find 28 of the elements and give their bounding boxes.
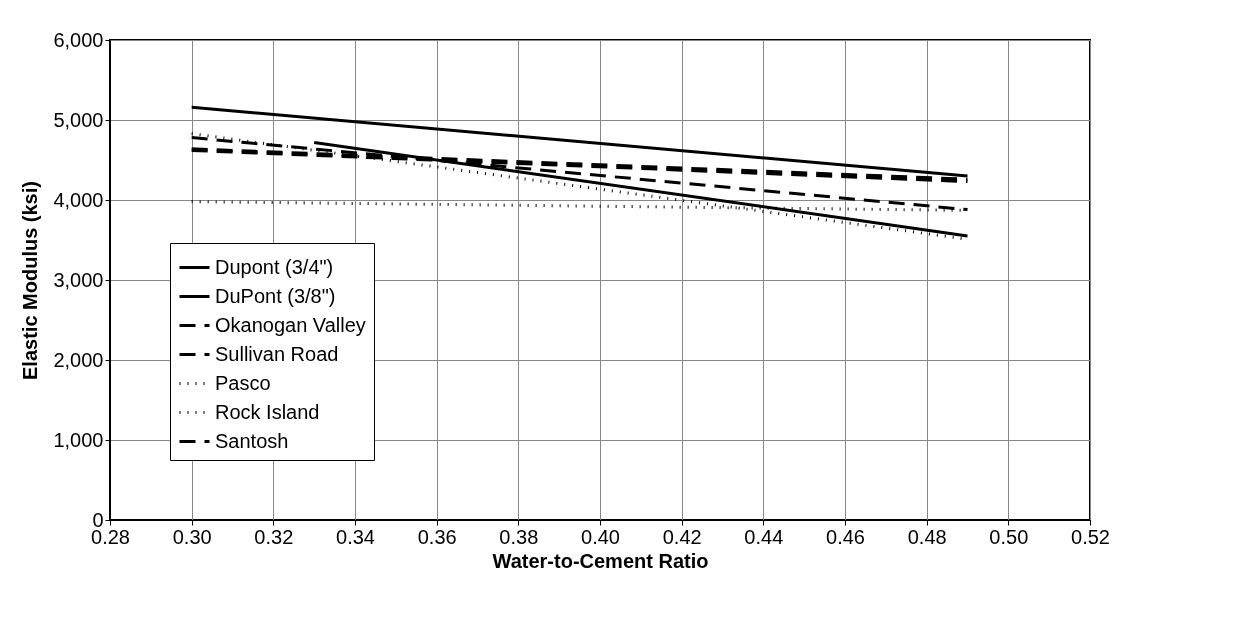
- y-tick-label: 0: [92, 508, 104, 531]
- legend-label: Okanogan Valley: [215, 313, 366, 336]
- legend-label: Pasco: [215, 371, 271, 394]
- legend-label: Rock Island: [215, 400, 320, 423]
- y-tick-label: 5,000: [53, 108, 104, 131]
- x-tick-label: 0.46: [826, 525, 865, 548]
- x-tick-label: 0.48: [907, 525, 947, 548]
- legend-label: Dupont (3/4"): [215, 255, 334, 278]
- x-tick-label: 0.36: [417, 525, 457, 548]
- legend-label: Santosh: [215, 429, 289, 452]
- x-tick-label: 0.30: [172, 525, 212, 548]
- x-tick-label: 0.50: [989, 525, 1029, 548]
- x-tick-label: 0.40: [581, 525, 620, 548]
- legend-label: Sullivan Road: [215, 342, 339, 365]
- x-axis-title: Water-to-Cement Ratio: [492, 549, 709, 572]
- y-tick-label: 6,000: [53, 28, 104, 51]
- x-tick-label: 0.44: [744, 525, 784, 548]
- y-tick-label: 4,000: [53, 188, 104, 211]
- x-tick-label: 0.34: [336, 525, 375, 548]
- legend-label: DuPont (3/8"): [215, 284, 336, 307]
- y-axis-title: Elastic Modulus (ksi): [19, 181, 42, 380]
- x-tick-label: 0.38: [499, 525, 539, 548]
- x-tick-label: 0.42: [662, 525, 702, 548]
- y-tick-label: 2,000: [53, 348, 104, 371]
- x-tick-label: 0.52: [1071, 525, 1110, 548]
- y-tick-label: 1,000: [53, 428, 104, 451]
- x-tick-label: 0.32: [254, 525, 294, 548]
- y-tick-label: 3,000: [53, 268, 104, 291]
